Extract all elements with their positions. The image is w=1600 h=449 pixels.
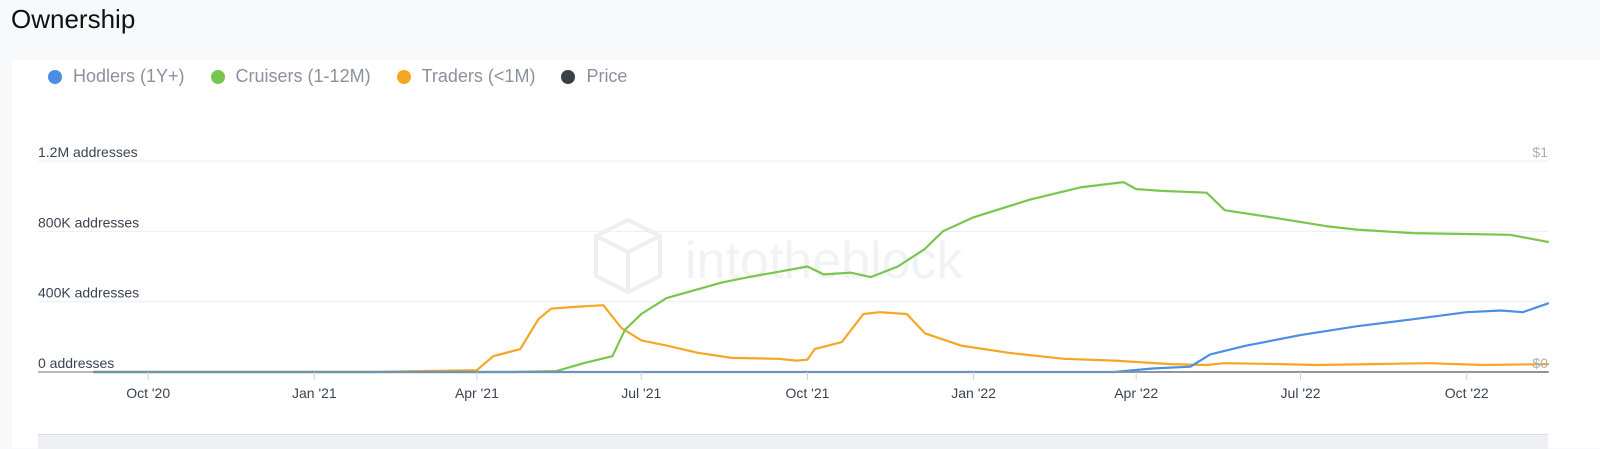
- x-tick-label: Oct '21: [785, 385, 829, 401]
- x-tick-label: Apr '21: [455, 385, 499, 401]
- x-tick-label: Oct '20: [126, 385, 170, 401]
- y-tick-label: 400K addresses: [38, 285, 139, 301]
- series-line-traders: [92, 304, 1550, 374]
- legend-item-cruisers[interactable]: Cruisers (1-12M): [210, 66, 371, 87]
- legend-item-hodlers[interactable]: Hodlers (1Y+): [48, 66, 185, 87]
- x-tick-label: Jul '21: [621, 385, 661, 401]
- x-tick-label: Jan '22: [951, 385, 996, 401]
- x-tick-label: Jan '21: [292, 385, 337, 401]
- x-tick-label: Apr '22: [1114, 385, 1158, 401]
- legend-item-price[interactable]: Price: [561, 66, 627, 87]
- y-tick-label: 1.2M addresses: [38, 144, 138, 160]
- legend-item-traders[interactable]: Traders (<1M): [396, 66, 536, 87]
- chart-axes: 0 addresses 400K addresses 800K addresses 1…: [38, 144, 1548, 401]
- chart-card: [12, 60, 1600, 448]
- legend-label-cruisers: Cruisers (1-12M): [235, 66, 371, 86]
- legend-dot-cruisers: [210, 69, 225, 84]
- y-right-tick-label: $0: [1532, 355, 1548, 371]
- legend-dot-hodlers: [48, 69, 62, 84]
- legend-label-hodlers: Hodlers (1Y+): [73, 66, 185, 86]
- legend-label-traders: Traders (<1M): [421, 66, 536, 86]
- y-tick-label: 0 addresses: [38, 355, 114, 371]
- legend-dot-traders: [396, 69, 411, 84]
- chart-legend: Hodlers (1Y+) Cruisers (1-12M) Traders (…: [48, 66, 653, 87]
- watermark-logo: [594, 217, 662, 295]
- page-title: Ownership: [11, 4, 136, 34]
- range-navigator[interactable]: [38, 434, 1548, 449]
- legend-dot-price: [561, 69, 576, 84]
- series-line-hodlers: [92, 302, 1550, 374]
- legend-label-price: Price: [586, 66, 628, 86]
- x-tick-label: Oct '22: [1445, 385, 1489, 401]
- series-line-cruisers: [92, 181, 1550, 374]
- y-right-tick-label: $1: [1532, 144, 1548, 160]
- x-tick-label: Jul '22: [1281, 385, 1321, 401]
- y-tick-label: 800K addresses: [38, 214, 139, 230]
